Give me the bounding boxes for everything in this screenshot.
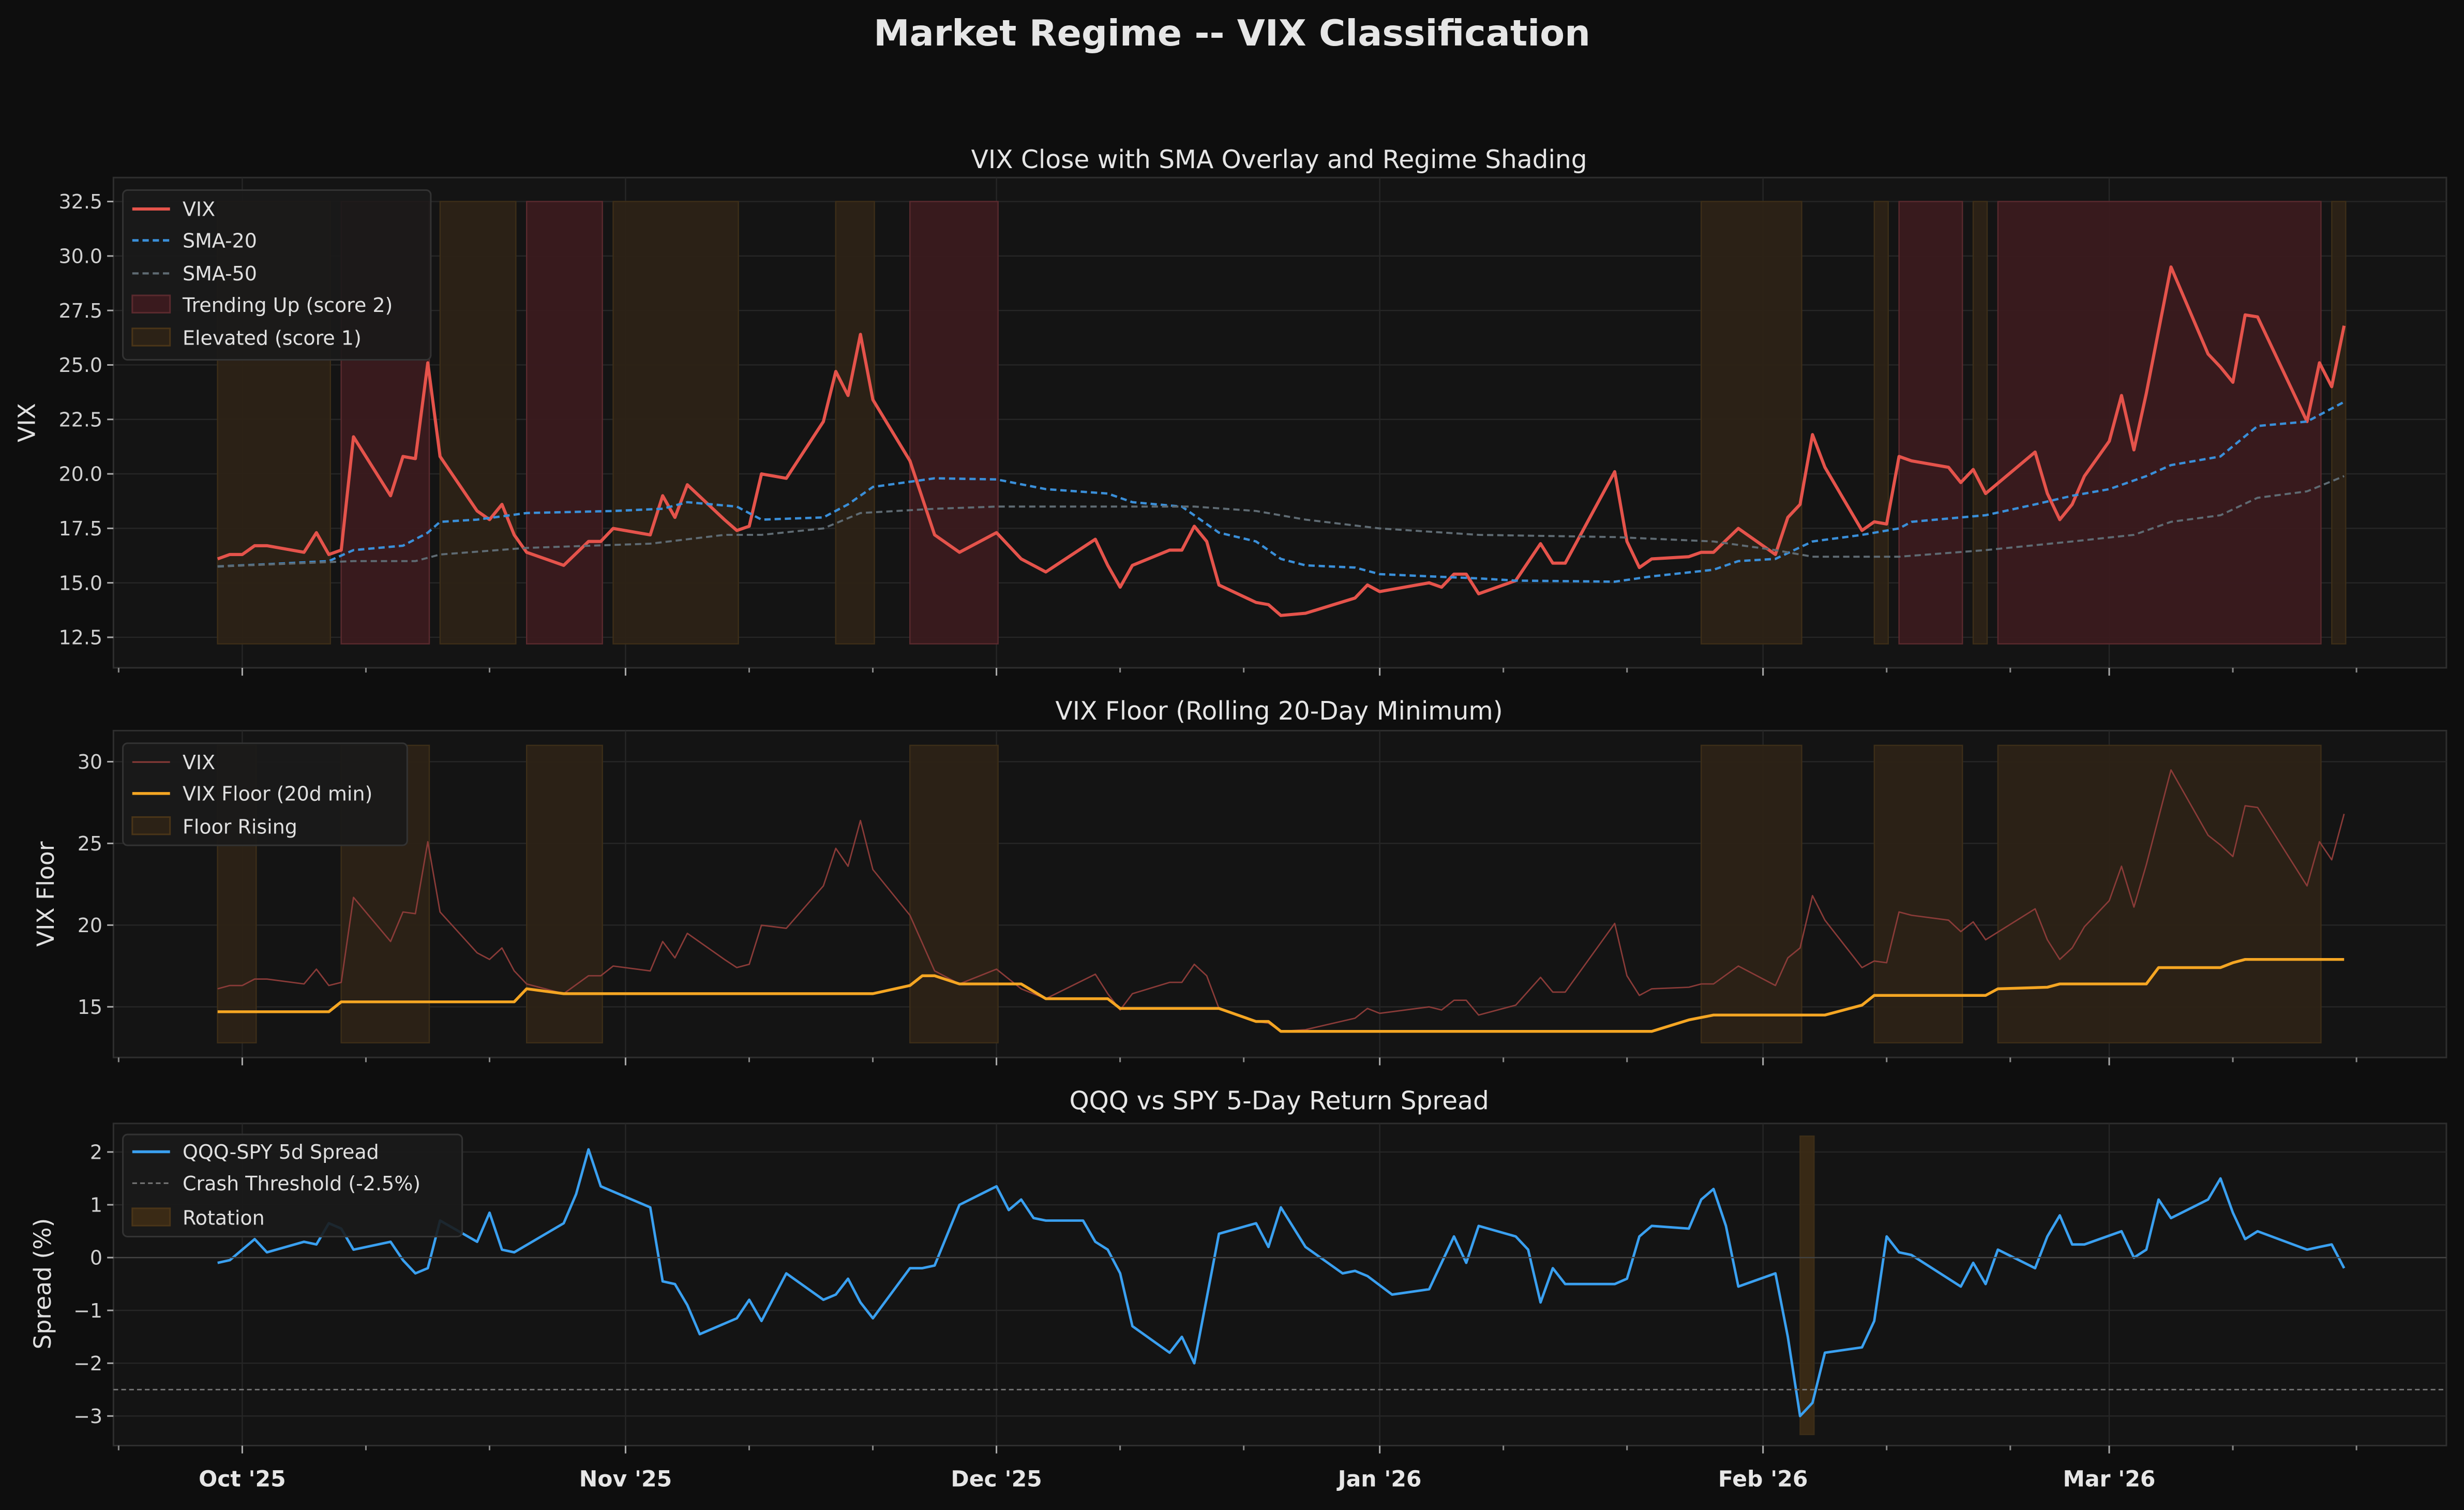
- regime-span-elevated-score-1-: [1972, 201, 1988, 645]
- regime-span-rotation: [1799, 1135, 1815, 1436]
- spread-line: [217, 1148, 2346, 1417]
- legend-swatch-elevated: [131, 327, 171, 347]
- legend-label-vix: VIX: [183, 751, 215, 774]
- y-tick-label: 22.5: [59, 408, 103, 431]
- vix-chart-title: VIX Close with SMA Overlay and Regime Sh…: [971, 145, 1587, 174]
- floor-chart-title: VIX Floor (Rolling 20-Day Minimum): [1056, 697, 1503, 726]
- y-tick-label: −3: [73, 1405, 102, 1428]
- legend-box: [122, 1133, 463, 1238]
- regime-span-floor-rising: [1873, 744, 1963, 1043]
- regime-span-elevated-score-1-: [1700, 201, 1802, 645]
- legend-swatch-trending-up: [131, 294, 171, 313]
- legend-label-floor: VIX Floor (20d min): [183, 783, 372, 805]
- y-tick-label: 20: [78, 914, 102, 937]
- spread-chart-legend: QQQ-SPY 5d Spread Crash Threshold (-2.5%…: [122, 1133, 463, 1238]
- regime-span-elevated-score-1-: [439, 201, 517, 645]
- y-tick-label: 30.0: [59, 245, 103, 268]
- y-tick-label: 25.0: [59, 354, 103, 377]
- vix-floor-line: [217, 958, 2345, 1033]
- legend-label-elevated: Elevated (score 1): [183, 327, 362, 350]
- floor-chart-legend: VIX VIX Floor (20d min) Floor Rising: [122, 742, 408, 846]
- figure-title: Market Regime -- VIX Classification: [874, 12, 1590, 54]
- legend-label-rotation: Rotation: [183, 1207, 265, 1230]
- sma-50-line: [217, 475, 2345, 567]
- y-tick-label: 0: [90, 1247, 102, 1269]
- regime-span-elevated-score-1-: [1873, 201, 1889, 645]
- y-tick-label: 1: [90, 1194, 102, 1217]
- regime-span-elevated-score-1-: [2331, 201, 2347, 645]
- x-tick-label: Mar '26: [2063, 1467, 2156, 1492]
- vix-line: [217, 265, 2346, 617]
- spread-y-axis-label: Spread (%): [29, 1218, 56, 1350]
- legend-swatch-rotation: [131, 1207, 171, 1227]
- legend-label-trending-up: Trending Up (score 2): [182, 294, 393, 317]
- legend-label-floor-rising: Floor Rising: [183, 815, 297, 838]
- y-tick-label: 20.0: [59, 463, 103, 486]
- regime-span-floor-rising: [1997, 744, 2322, 1043]
- x-tick-label: Oct '25: [199, 1467, 286, 1492]
- x-tick-label: Jan '26: [1336, 1467, 1422, 1492]
- y-tick-label: −2: [73, 1352, 102, 1375]
- y-tick-label: 17.5: [59, 517, 103, 540]
- y-tick-label: 12.5: [59, 626, 103, 649]
- regime-span-elevated-score-1-: [835, 201, 875, 645]
- regime-span-floor-rising: [1700, 744, 1802, 1043]
- y-tick-label: −1: [73, 1299, 102, 1322]
- floor-y-axis-label: VIX Floor: [32, 841, 59, 947]
- regime-span-trending-up-score-2-: [1898, 201, 1963, 645]
- y-tick-label: 32.5: [59, 190, 103, 213]
- regime-span-trending-up-score-2-: [525, 201, 603, 645]
- legend-label-spread: QQQ-SPY 5d Spread: [183, 1141, 379, 1163]
- regime-span-elevated-score-1-: [612, 201, 739, 645]
- regime-span-floor-rising: [525, 744, 603, 1043]
- y-tick-label: 27.5: [59, 300, 103, 322]
- regime-span-trending-up-score-2-: [909, 201, 999, 645]
- sma-20-line: [217, 400, 2345, 583]
- legend-label-threshold: Crash Threshold (-2.5%): [183, 1172, 420, 1195]
- legend-label-sma50: SMA-50: [183, 262, 257, 285]
- spread-chart-title: QQQ vs SPY 5-Day Return Spread: [1069, 1086, 1489, 1115]
- y-tick-label: 2: [90, 1141, 102, 1164]
- x-tick-label: Nov '25: [579, 1467, 672, 1492]
- y-tick-label: 25: [78, 832, 102, 855]
- y-tick-label: 15.0: [59, 572, 103, 594]
- regime-span-floor-rising: [909, 744, 999, 1043]
- y-tick-label: 15: [78, 996, 102, 1019]
- vix-chart-legend: VIX SMA-20 SMA-50 Trending Up (score 2) …: [122, 189, 432, 361]
- regime-span-trending-up-score-2-: [1997, 201, 2322, 645]
- legend-box: [122, 189, 432, 361]
- legend-label-vix: VIX: [183, 198, 215, 221]
- plot-area: [112, 1123, 2447, 1446]
- y-tick-label: 30: [78, 751, 102, 773]
- x-tick-label: Feb '26: [1718, 1467, 1808, 1492]
- x-tick-label: Dec '25: [951, 1467, 1042, 1492]
- legend-swatch-floor-rising: [131, 816, 171, 835]
- legend-box: [122, 742, 408, 846]
- legend-label-sma20: SMA-20: [183, 229, 257, 252]
- vix-y-axis-label: VIX: [13, 403, 40, 442]
